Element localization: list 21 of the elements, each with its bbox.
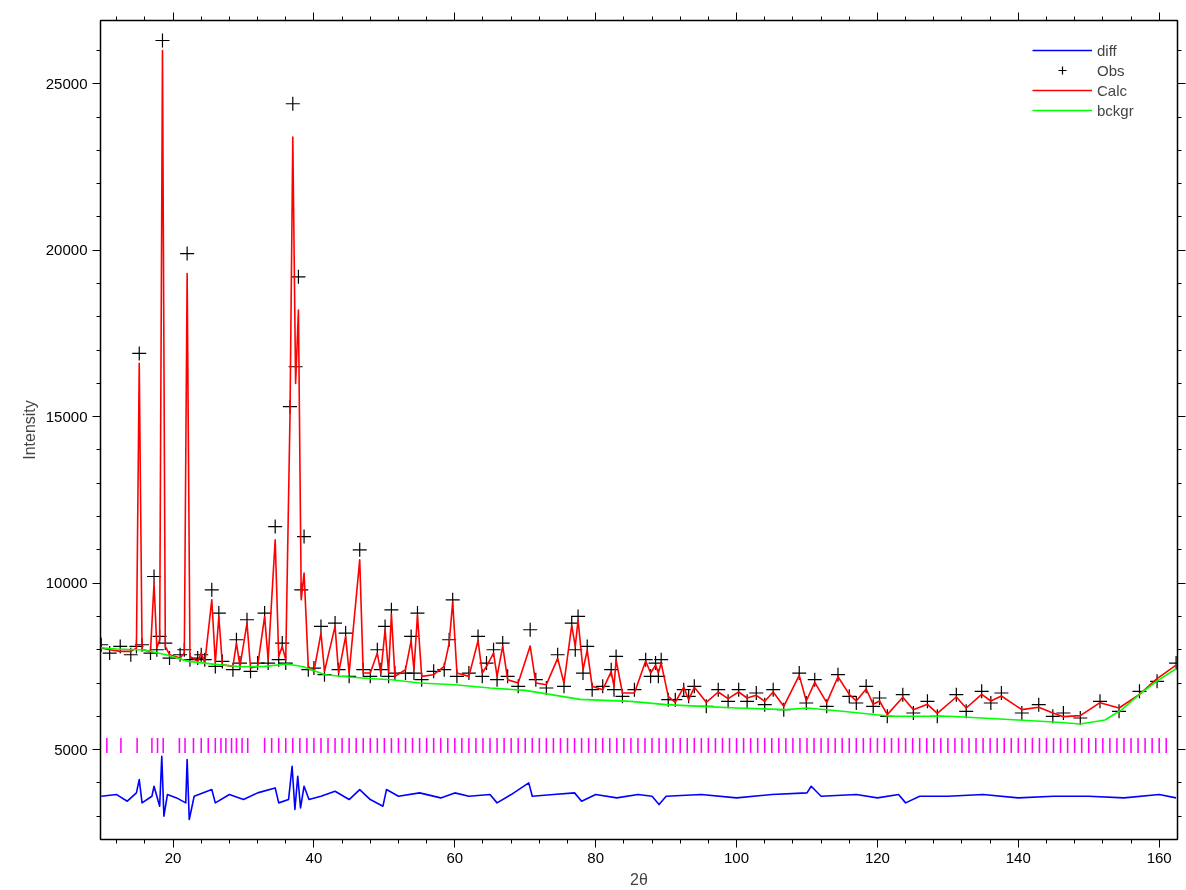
x-tick-label: 40 <box>305 848 323 866</box>
x-tick-label: 120 <box>864 848 890 866</box>
y-tick-label: 15000 <box>45 407 88 425</box>
legend-label: Obs <box>1097 61 1126 79</box>
y-tick-label: 20000 <box>45 241 88 259</box>
line-series <box>100 646 1177 725</box>
y-tick-label: 5000 <box>54 740 88 758</box>
y-tick-label: 10000 <box>45 574 88 592</box>
legend-label: diff <box>1097 41 1118 59</box>
line-series <box>100 755 1177 821</box>
x-tick-label: 80 <box>587 848 605 866</box>
x-tick-label: 60 <box>446 848 464 866</box>
legend-label: Calc <box>1097 81 1128 99</box>
x-axis-title: 2θ <box>630 870 648 888</box>
x-tick-label: 140 <box>1005 848 1031 866</box>
x-tick-label: 20 <box>164 848 182 866</box>
x-tick-label: 160 <box>1146 848 1172 866</box>
y-axis-title: Intensity <box>20 400 38 460</box>
y-tick-label: 25000 <box>45 74 88 92</box>
x-tick-label: 100 <box>724 848 750 866</box>
legend-label: bckgr <box>1097 101 1135 119</box>
